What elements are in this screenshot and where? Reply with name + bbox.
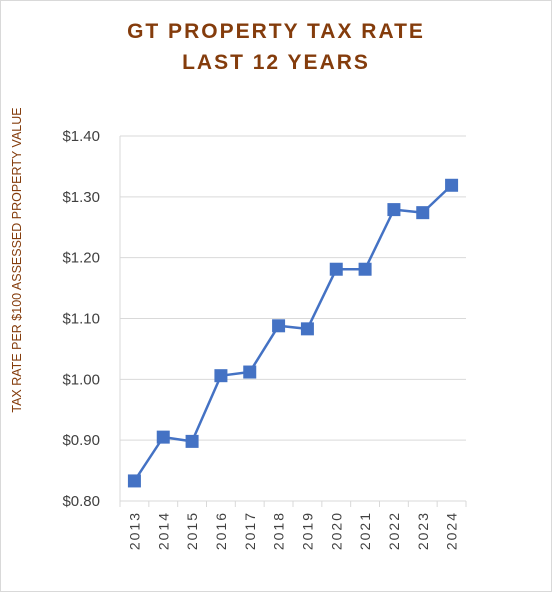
x-tick-label: 2021 <box>357 511 373 550</box>
data-point-marker <box>445 178 459 192</box>
data-point-marker <box>156 430 170 444</box>
y-tick-label: $1.40 <box>62 128 100 145</box>
data-point-marker <box>300 322 314 336</box>
y-tick-label: $1.00 <box>62 371 100 388</box>
data-point-marker <box>358 262 372 276</box>
x-tick-label: 2014 <box>155 511 171 550</box>
data-point-marker <box>272 319 286 333</box>
data-point-marker <box>416 206 430 220</box>
x-tick-label: 2022 <box>386 511 402 550</box>
x-tick-label: 2023 <box>415 511 431 550</box>
data-point-marker <box>185 434 199 448</box>
data-point-marker <box>214 369 228 383</box>
x-tick-label: 2016 <box>213 511 229 550</box>
chart-title-line-1: GT PROPERTY TAX RATE <box>127 20 425 43</box>
data-point-marker <box>243 365 257 379</box>
x-tick-label: 2020 <box>328 511 344 550</box>
x-tick-label: 2024 <box>444 511 460 550</box>
x-tick-label: 2017 <box>242 511 258 550</box>
data-point-marker <box>127 474 141 488</box>
series-line <box>133 184 453 482</box>
y-tick-label: $0.90 <box>62 432 100 449</box>
y-tick-label: $0.80 <box>62 493 100 510</box>
y-tick-label: $1.20 <box>62 250 100 267</box>
x-tick-label: 2019 <box>299 511 315 550</box>
x-tick-label: 2015 <box>184 511 200 550</box>
chart-title-line-2: LAST 12 YEARS <box>182 51 370 74</box>
data-point-marker <box>387 203 401 217</box>
x-tick-label: 2013 <box>126 511 142 550</box>
y-tick-label: $1.10 <box>62 311 100 328</box>
y-tick-label: $1.30 <box>62 189 100 206</box>
data-point-marker <box>329 262 343 276</box>
x-tick-label: 2018 <box>271 511 287 550</box>
